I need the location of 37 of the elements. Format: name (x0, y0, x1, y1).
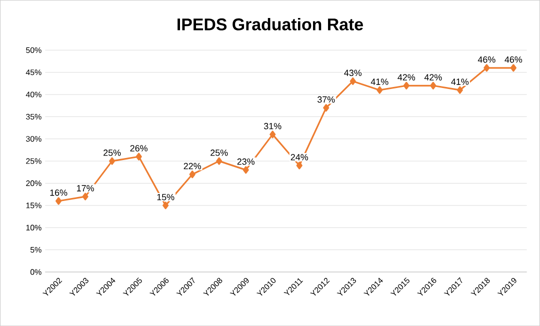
point (162, 202, 169, 210)
data-label: 25% (104, 149, 121, 156)
point (323, 104, 330, 112)
data-label: 23% (237, 158, 255, 165)
point (242, 166, 249, 174)
data-label: 17% (77, 185, 94, 192)
point (510, 64, 516, 72)
data-label: 31% (264, 122, 282, 130)
data-label: 24% (290, 154, 308, 160)
data-label: 42% (424, 74, 442, 80)
data-label: 41% (451, 78, 469, 85)
point (403, 82, 410, 90)
point (136, 152, 142, 160)
chart-title: IPEDS Graduation Rate (178, 18, 363, 30)
data-label: 22% (184, 162, 201, 170)
data-label: 16% (50, 189, 68, 196)
data-label: 46% (504, 56, 522, 63)
point (484, 64, 490, 72)
data-label: 41% (370, 78, 388, 85)
data-label: 42% (398, 74, 416, 80)
point (56, 197, 62, 205)
point (109, 157, 116, 165)
point (216, 157, 222, 165)
point (456, 86, 463, 94)
point (270, 130, 276, 138)
point (430, 82, 436, 90)
data-label: 15% (157, 194, 174, 200)
data-label: 46% (478, 56, 496, 63)
data-label: 26% (130, 145, 148, 152)
point (376, 86, 383, 94)
point (189, 170, 196, 178)
data-label: 43% (344, 70, 362, 76)
data-label: 37% (318, 96, 335, 103)
data-label: 25% (210, 149, 228, 156)
point (296, 162, 302, 170)
point (82, 192, 88, 200)
point (350, 77, 356, 85)
